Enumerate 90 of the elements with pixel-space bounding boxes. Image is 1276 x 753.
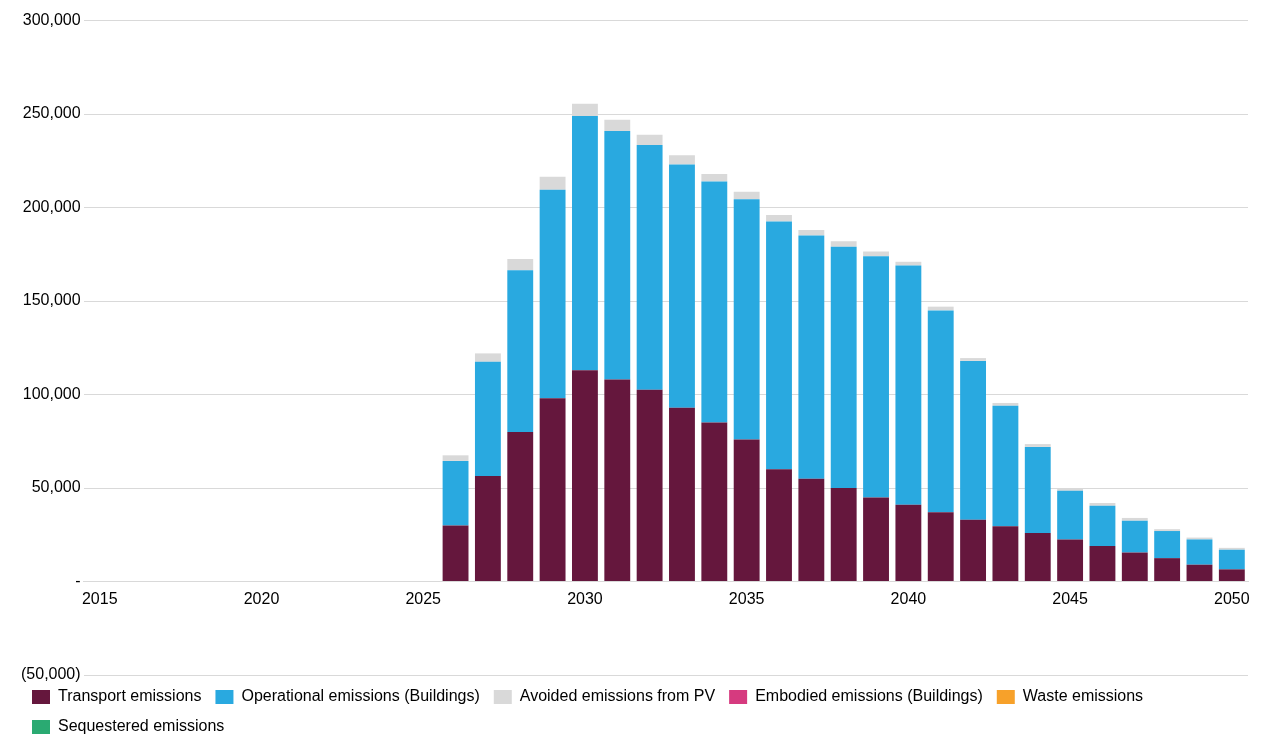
bar [669,155,695,165]
bar [830,241,857,247]
bar [701,422,728,582]
bar [863,497,889,582]
x-tick-label: 2030 [567,589,603,607]
bar [992,402,1019,406]
y-tick-label: - [75,571,81,589]
bar [636,134,663,145]
y-tick-label: 50,000 [31,478,81,496]
y-tick-label: 100,000 [22,384,81,402]
bar [701,173,728,182]
bar [442,460,469,526]
bar [1121,517,1148,521]
bar [1089,505,1116,546]
bar [1154,558,1181,582]
y-tick-label: 150,000 [22,291,81,309]
bar [539,176,566,190]
bar [1218,549,1245,570]
bar [798,230,825,236]
x-tick-label: 2025 [405,589,442,607]
bar [1121,552,1148,582]
bar [927,512,954,582]
legend-label: Waste emissions [1022,687,1144,705]
bar [1186,564,1213,582]
bar [895,261,922,266]
bar [798,478,825,582]
bar [539,398,566,582]
bar [1154,531,1181,559]
legend-label: Transport emissions [58,687,202,705]
bar [507,270,534,432]
bar [992,405,1019,527]
bar [1024,444,1051,447]
bar [766,221,792,470]
bar [442,525,469,582]
bar [636,144,663,390]
x-tick-label: 2040 [890,589,927,607]
bar [604,119,631,131]
bar [701,181,728,423]
bar [830,488,857,582]
x-tick-label: 2045 [1052,589,1088,607]
x-tick-label: 2020 [243,589,280,607]
bar [1121,520,1148,553]
bar [636,389,663,582]
bar [1057,539,1084,582]
bar [927,310,954,513]
bar [733,439,760,582]
bar [539,189,566,399]
bar [669,407,695,582]
y-tick-label: 300,000 [22,11,81,29]
bar [1057,490,1084,540]
bar [766,469,792,582]
bar [474,475,501,582]
bar [604,130,631,380]
bar [863,256,889,498]
bar [733,199,760,440]
bar [1024,532,1051,582]
y-tick-label: (50,000) [21,665,81,683]
bar [960,519,987,582]
y-tick-label: 250,000 [22,104,81,122]
x-tick-label: 2035 [728,589,765,607]
bar [798,235,825,479]
bar [604,379,631,582]
y-tick-label: 200,000 [22,197,81,215]
bar [1218,569,1245,582]
bar [669,164,695,408]
bar [572,115,598,371]
bar [1024,446,1051,533]
legend-label: Operational emissions (Buildings) [241,687,480,705]
legend-label: Avoided emissions from PV [519,687,716,705]
x-tick-label: 2015 [81,589,118,607]
bar [960,358,987,361]
bar [992,526,1019,582]
bar [572,370,598,582]
bar [1089,545,1116,582]
bar [895,504,922,582]
bar [1089,502,1116,506]
legend-label: Sequestered emissions [58,717,225,735]
bar [766,215,792,222]
bar [442,455,469,461]
bar [733,191,760,200]
bar [895,265,922,505]
bar [960,360,987,520]
bar [474,361,501,476]
bar [507,431,534,582]
bar [474,353,501,362]
x-tick-label: 2050 [1214,589,1250,607]
bar [1186,539,1213,565]
bar [507,258,534,271]
legend-label: Embodied emissions (Buildings) [755,687,983,705]
bar [830,246,857,489]
